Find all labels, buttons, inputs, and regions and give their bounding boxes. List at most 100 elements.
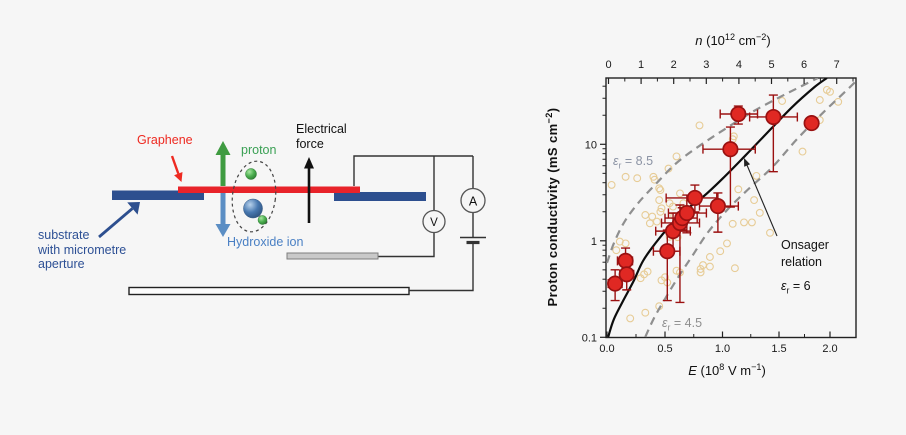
onsager-annotation: Onsager relation εr = 6 (781, 237, 829, 297)
open-data-point (656, 207, 665, 216)
electrical-force-arrowhead (304, 157, 314, 169)
open-data-point (612, 246, 621, 255)
onsager-arrow-line (746, 165, 778, 237)
open-data-point (778, 97, 787, 105)
data-point (765, 108, 782, 126)
data-point (686, 189, 703, 206)
open-data-point (696, 268, 705, 277)
open-data-point (615, 237, 624, 246)
plot-frame (605, 77, 857, 339)
tick-label: 0 (605, 59, 611, 71)
open-data-point (645, 219, 654, 228)
data-point (730, 105, 747, 123)
substrate-line2: with micrometre (38, 242, 127, 257)
top-axis-title: n (1012 cm−2) (695, 31, 771, 49)
graphene-pointer-arrowhead (174, 172, 183, 182)
open-data-point (705, 262, 714, 271)
tick-label: 5 (768, 59, 774, 71)
voltmeter-circle (422, 209, 446, 234)
open-data-point (752, 171, 761, 180)
data-point (618, 266, 635, 283)
hydroxide-down-arrowhead (215, 224, 231, 237)
open-data-point (641, 308, 650, 317)
x-axis-title: E (108 V m−1) (688, 361, 766, 379)
graphene-label: Graphene (137, 133, 193, 147)
wire-voltmeter-to-electrode (378, 232, 435, 258)
open-data-point (655, 184, 664, 193)
substrate-pointer-arrow (98, 207, 134, 239)
tick-label: 0.1 (582, 332, 597, 344)
open-data-point (672, 152, 681, 161)
epsilon-4p5-label: εr = 4.5 (662, 316, 703, 333)
open-data-point (643, 267, 652, 276)
tick-label: 6 (801, 59, 807, 71)
tick-label: 7 (834, 59, 840, 71)
curve-path (606, 78, 819, 264)
open-data-point (669, 202, 677, 211)
open-data-point (798, 147, 807, 156)
substrate-pointer-arrowhead (127, 202, 140, 215)
open-data-point (676, 189, 684, 198)
open-data-point (621, 239, 630, 248)
open-data-point (633, 174, 642, 183)
data-point (617, 252, 634, 269)
open-data-point (723, 239, 731, 248)
open-data-point (750, 196, 759, 205)
open-data-point (655, 196, 664, 205)
wire-battery-to-electrode (409, 243, 474, 292)
onsager-arrow (744, 158, 778, 237)
y-error-bar (725, 126, 735, 208)
red-points (607, 105, 820, 292)
open-data-point (641, 211, 650, 219)
open-data-point (652, 217, 661, 226)
substrate-line3: aperture (38, 257, 85, 271)
onsager-line1: Onsager (781, 238, 829, 252)
data-point (803, 115, 820, 132)
open-data-point (621, 172, 630, 181)
y-error-bar (662, 229, 672, 302)
electrical-force-label: Electrical force (296, 122, 347, 151)
open-data-point (755, 208, 764, 217)
hydroxide-oxygen-sphere (243, 198, 263, 219)
open-data-point (695, 121, 704, 130)
open-data-point (826, 87, 834, 96)
substrate-bar-right (334, 192, 426, 201)
tick-label: 10 (585, 139, 597, 151)
tick-label: 3 (703, 59, 709, 71)
substrate-line1: substrate (38, 228, 90, 242)
tick-label: 0.5 (657, 343, 672, 355)
curve-dashed (644, 79, 856, 338)
hydroxide-ion-label: Hydroxide ion (227, 235, 304, 249)
voltmeter-letter: V (430, 217, 438, 229)
open-data-point (766, 228, 774, 237)
ion-pair-ellipse (231, 160, 277, 233)
hydroxide-hydrogen-sphere (257, 215, 268, 225)
electrical-force-line2: force (296, 136, 324, 151)
open-data-point (734, 185, 743, 194)
onsager-arrowhead (744, 158, 751, 167)
substrate-bar-left (112, 190, 204, 200)
axes-ticks: 0.0 0.5 1.0 1.5 2.0 0 1 2 3 4 5 6 7 0.1 1 10 (582, 59, 854, 355)
tick-label: 1 (638, 59, 644, 71)
open-data-point (747, 218, 756, 227)
open-data-point (815, 96, 824, 104)
open-data-point (650, 175, 659, 184)
curve-dashed (606, 78, 819, 264)
ammeter-circle (460, 187, 486, 214)
open-data-point (656, 186, 665, 195)
ammeter-letter: A (469, 195, 478, 209)
tick-label: 4 (736, 59, 742, 71)
data-point (722, 141, 739, 158)
tick-label: 1.0 (715, 343, 730, 355)
onsager-eps-line: εr = 6 (781, 278, 811, 296)
y-axis-title: Proton conductivity (mS cm−2) (543, 107, 561, 307)
substrate-label: substrate with micrometre aperture (38, 228, 126, 272)
open-data-point (696, 265, 705, 273)
open-data-point (648, 212, 657, 221)
proton-up-arrow (220, 153, 226, 186)
open-data-point (607, 180, 616, 189)
open-data-point (657, 204, 666, 213)
